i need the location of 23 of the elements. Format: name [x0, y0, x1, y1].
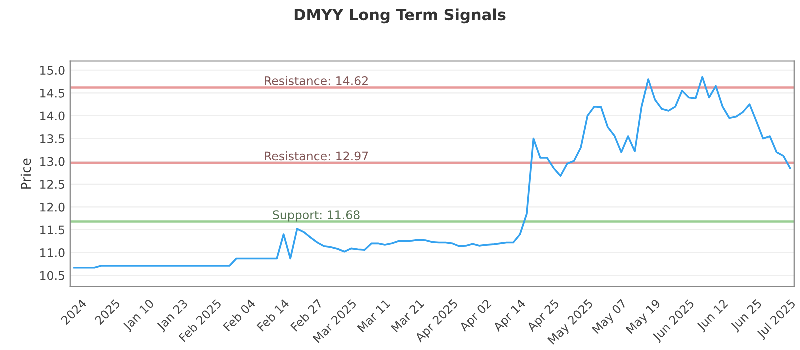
y-tick-label: 11.0	[40, 248, 65, 258]
x-tick-label: Feb 04	[222, 298, 256, 332]
y-tick-label: 11.5	[40, 226, 65, 235]
ref-line-label: Resistance: 12.97	[265, 152, 368, 161]
x-tick-label: Jan 10	[122, 298, 156, 333]
chart-title: DMYY Long Term Signals	[294, 8, 506, 24]
line-series	[74, 76, 792, 269]
y-tick-label: 15.0	[40, 66, 65, 76]
x-tick-label: Apr 02	[458, 299, 494, 334]
y-tick-label: 13.5	[40, 134, 65, 144]
ref-line-label: Support: 11.68	[273, 210, 360, 222]
y-tick-label: 14.5	[40, 89, 65, 98]
x-tick-label: Mar 11	[357, 299, 391, 333]
x-tick-label: Feb 14	[256, 298, 290, 332]
y-tick-label: 13.0	[40, 157, 65, 166]
y-tick-label: 12.0	[40, 202, 65, 212]
y-tick-label: 12.5	[40, 180, 65, 190]
ref-line-label: Resistance: 14.62	[265, 76, 368, 86]
y-tick-label: 10.5	[40, 271, 65, 280]
x-tick-label: Apr 14	[492, 298, 528, 334]
y-tick-label: 14.0	[40, 112, 65, 121]
y-axis-title: Price	[20, 158, 32, 189]
x-tick-label: Jun 12	[696, 299, 730, 333]
